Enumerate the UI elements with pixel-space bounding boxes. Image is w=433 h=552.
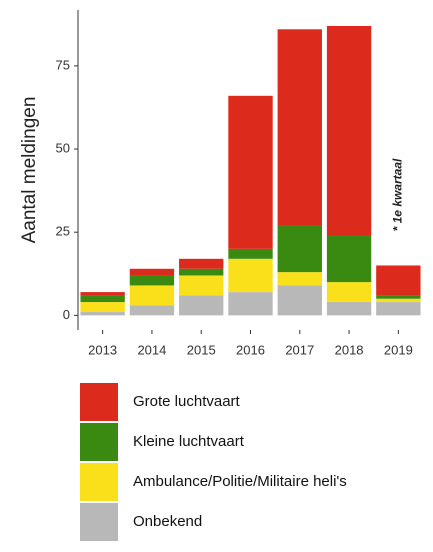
bar-segment: [179, 268, 224, 276]
bar-segment: [326, 282, 372, 303]
bar-segment: [376, 295, 421, 299]
bar-segment: [80, 292, 125, 296]
x-tick-label: 2013: [88, 342, 117, 357]
bar-segment: [80, 302, 125, 313]
bar-segment: [179, 258, 224, 269]
bar-segment: [376, 265, 421, 296]
bar-segment: [326, 25, 372, 236]
bar-segment: [326, 302, 372, 316]
bar-segment: [129, 285, 175, 306]
x-tick-label: 2017: [285, 342, 314, 357]
bar-segment: [228, 95, 273, 249]
y-tick-label: 25: [56, 224, 70, 239]
bar-segment: [228, 292, 273, 316]
bar-segment: [277, 272, 322, 286]
bar-segment: [277, 285, 322, 316]
bar-segment: [179, 295, 224, 316]
x-tick-label: 2016: [236, 342, 265, 357]
bar-segment: [277, 29, 322, 226]
y-axis-label: Aantal meldingen: [19, 97, 40, 244]
x-tick-label: 2018: [335, 342, 364, 357]
legend-swatch: [80, 383, 118, 421]
bar-segment: [326, 235, 372, 283]
x-tick-label: 2014: [137, 342, 166, 357]
legend-swatch: [80, 463, 118, 501]
bar-segment: [129, 268, 175, 276]
bar-segment: [80, 295, 125, 303]
bar-segment: [376, 298, 421, 303]
bar-segment: [376, 302, 421, 316]
bar-segment: [228, 258, 273, 293]
legend-label: Ambulance/Politie/Militaire heli's: [133, 473, 347, 490]
bar-segment: [228, 248, 273, 259]
y-tick-label: 75: [56, 57, 70, 72]
bar-segment: [129, 275, 175, 286]
legend-label: Grote luchtvaart: [133, 393, 241, 410]
bar-segment: [129, 305, 175, 316]
legend-swatch: [80, 503, 118, 541]
annotation: * 1e kwartaal: [391, 158, 405, 231]
bar-segment: [80, 312, 125, 316]
x-tick-label: 2019: [384, 342, 413, 357]
legend-label: Kleine luchtvaart: [133, 433, 245, 450]
bar-segment: [179, 275, 224, 296]
y-tick-label: 50: [56, 140, 70, 155]
y-tick-label: 0: [63, 307, 70, 322]
x-tick-label: 2015: [187, 342, 216, 357]
legend-label: Onbekend: [133, 513, 202, 530]
legend-swatch: [80, 423, 118, 461]
bar-segment: [277, 225, 322, 273]
